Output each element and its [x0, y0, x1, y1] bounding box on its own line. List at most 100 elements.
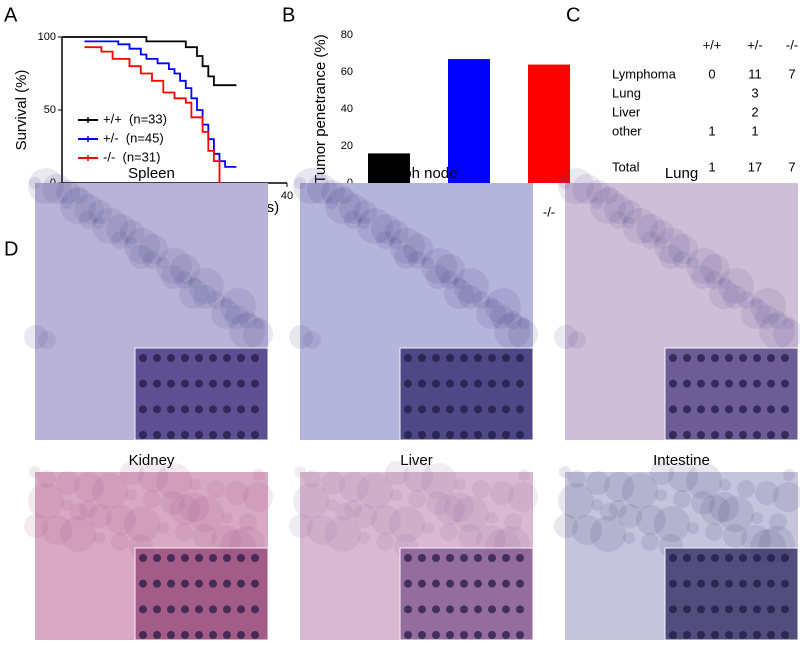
tissue-texture: [161, 265, 185, 289]
nucleus: [669, 631, 677, 639]
tissue-texture: [490, 305, 514, 329]
tissue-texture: [307, 174, 337, 204]
nucleus: [195, 431, 203, 439]
nucleus: [739, 605, 747, 614]
nucleus: [251, 579, 259, 588]
nucleus: [753, 605, 761, 614]
tissue-texture: [124, 228, 160, 264]
tissue-texture: [609, 500, 627, 518]
nucleus: [460, 431, 468, 439]
tissue-texture: [440, 523, 458, 541]
tissue-texture: [88, 504, 112, 528]
table-header: +/+: [703, 37, 722, 52]
tissue-texture: [61, 499, 73, 511]
nucleus: [767, 579, 775, 588]
nucleus: [683, 354, 691, 362]
tissue-texture: [750, 288, 786, 324]
nucleus: [516, 554, 524, 562]
nucleus: [781, 379, 789, 388]
nucleus: [446, 605, 454, 614]
nucleus: [167, 431, 175, 439]
tissue-texture: [293, 483, 329, 519]
nucleus: [446, 431, 454, 439]
y-axis-label: Survival (%): [13, 70, 30, 151]
nucleus: [739, 554, 747, 562]
tissue-texture: [636, 505, 666, 535]
nucleus: [181, 579, 189, 588]
nucleus: [474, 579, 482, 588]
y-tick-label: 80: [341, 29, 353, 41]
tissue-texture: [125, 489, 137, 501]
tissue-texture: [326, 499, 338, 511]
nucleus: [153, 379, 161, 388]
nucleus: [697, 379, 705, 388]
nucleus: [195, 631, 203, 639]
tissue-texture: [723, 285, 747, 309]
nucleus: [153, 431, 161, 439]
image-title: Lung: [665, 165, 698, 182]
tissue-texture: [486, 297, 498, 309]
tissue-texture: [755, 481, 779, 505]
nucleus: [237, 354, 245, 362]
table-cell: 1: [708, 123, 715, 138]
tissue-texture: [783, 317, 795, 329]
image-title: Lymph node: [375, 165, 457, 182]
nucleus: [446, 579, 454, 588]
nucleus: [711, 631, 719, 639]
nucleus: [209, 554, 217, 562]
tissue-texture: [358, 217, 370, 229]
tissue-texture: [189, 479, 201, 491]
tissue-texture: [157, 522, 169, 534]
nucleus: [725, 379, 733, 388]
nucleus: [488, 405, 496, 414]
nucleus: [781, 554, 789, 562]
legend-label: +/+ (n=33): [103, 111, 167, 126]
nucleus: [195, 554, 203, 562]
tissue-texture: [335, 503, 353, 521]
tissue-texture: [325, 188, 361, 224]
tissue-texture: [687, 257, 699, 269]
row-label: Lymphoma: [612, 66, 677, 81]
tissue-texture: [225, 305, 249, 329]
nucleus: [404, 579, 412, 588]
tissue-texture: [207, 291, 225, 309]
nucleus: [153, 631, 161, 639]
nucleus: [516, 605, 524, 614]
tissue-texture: [654, 506, 690, 542]
tissue-texture: [294, 177, 306, 189]
tissue-texture: [686, 248, 722, 284]
tissue-texture: [225, 481, 249, 505]
nucleus: [237, 405, 245, 414]
table-cell: 1: [708, 159, 715, 174]
table-cell: 7: [788, 66, 795, 81]
y-tick-label: 100: [38, 31, 56, 43]
tissue-texture: [709, 492, 739, 522]
tissue-texture: [622, 208, 658, 244]
tissue-texture: [558, 168, 594, 204]
tissue-texture: [504, 513, 522, 531]
x-tick-label: 40: [281, 190, 293, 202]
nucleus: [418, 354, 426, 362]
tissue-texture: [120, 461, 144, 485]
tissue-texture: [243, 482, 273, 512]
tissue-texture: [444, 492, 474, 522]
nucleus: [502, 405, 510, 414]
nucleus: [488, 631, 496, 639]
nucleus: [418, 554, 426, 562]
nucleus: [418, 631, 426, 639]
y-tick-label: 0: [347, 177, 353, 189]
nucleus: [223, 379, 231, 388]
tissue-texture: [179, 279, 209, 309]
nucleus: [167, 379, 175, 388]
nucleus: [683, 379, 691, 388]
nucleus: [739, 379, 747, 388]
tissue-texture: [157, 257, 169, 269]
tissue-texture: [609, 211, 627, 229]
tissue-texture: [705, 271, 723, 289]
nucleus: [432, 605, 440, 614]
nucleus: [697, 405, 705, 414]
tissue-texture: [221, 512, 233, 524]
nucleus: [195, 405, 203, 414]
tissue-texture: [650, 220, 674, 244]
nucleus: [767, 405, 775, 414]
